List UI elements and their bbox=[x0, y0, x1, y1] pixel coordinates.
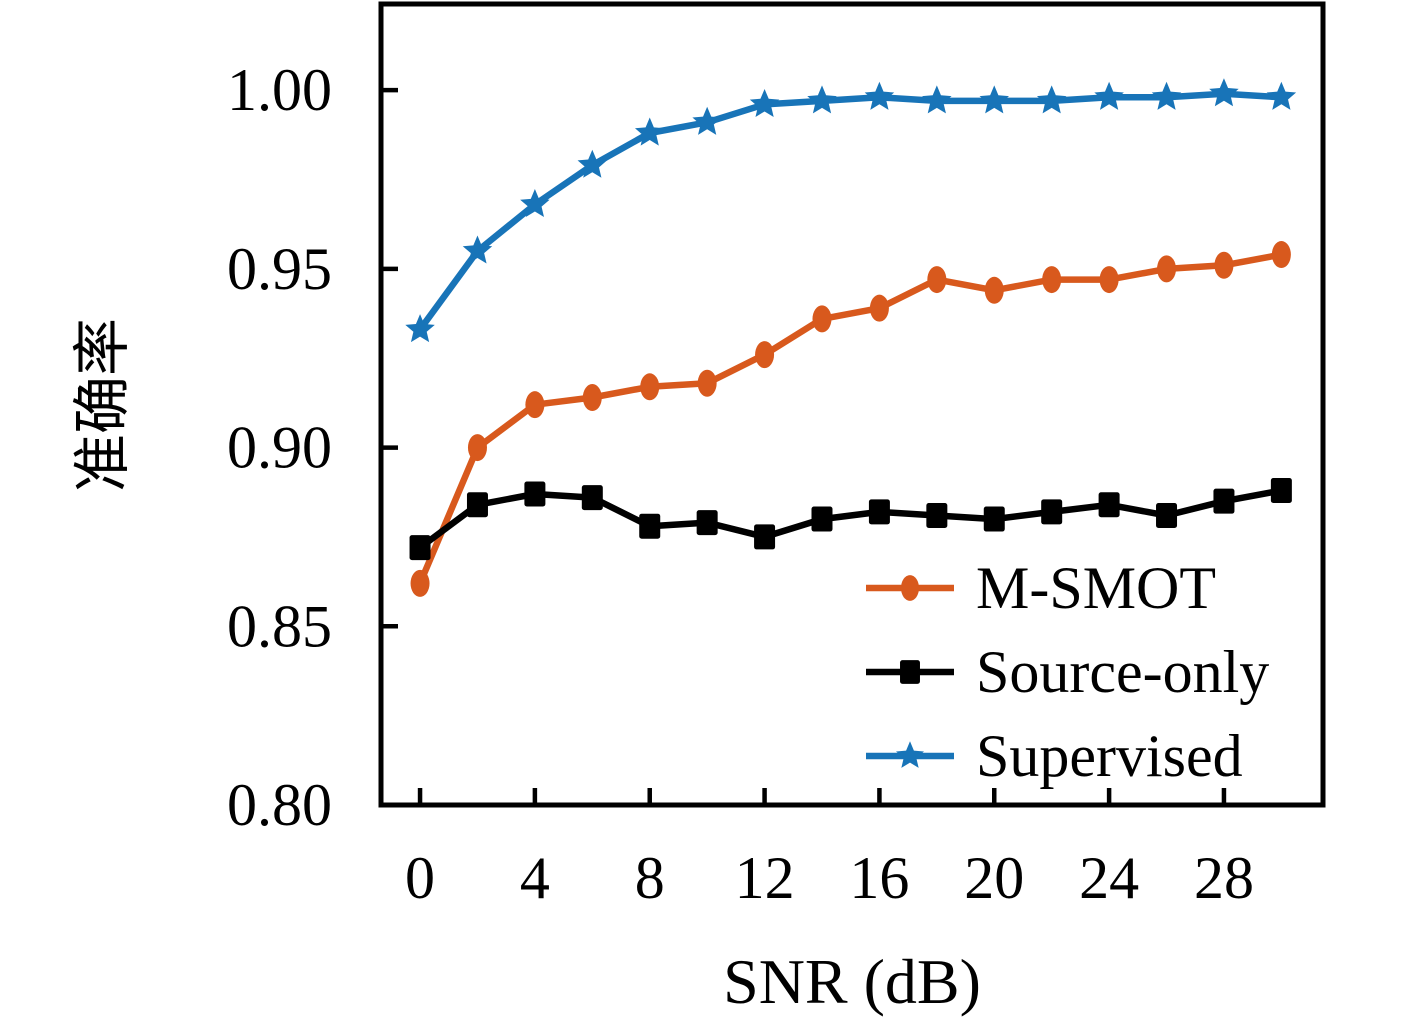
data-point-marker bbox=[984, 276, 1004, 304]
data-point-marker bbox=[405, 314, 435, 343]
data-point-marker bbox=[467, 434, 487, 462]
x-axis-label: SNR (dB) bbox=[723, 946, 981, 1017]
data-point-marker bbox=[409, 535, 431, 561]
data-point-marker bbox=[696, 510, 718, 536]
plot-border bbox=[378, 1, 1326, 808]
x-tick-label: 0 bbox=[405, 845, 435, 911]
data-point-marker bbox=[1213, 488, 1235, 514]
data-point-marker bbox=[692, 106, 722, 135]
y-axis-label: 准确率 bbox=[70, 318, 135, 492]
series-line-source-only bbox=[418, 487, 1282, 551]
data-point-marker bbox=[581, 485, 603, 511]
legend: M-SMOT Source-only Supervised bbox=[866, 555, 1269, 789]
data-point-marker bbox=[1156, 502, 1178, 528]
data-point-marker bbox=[462, 235, 493, 264]
x-tick-label: 4 bbox=[520, 845, 550, 911]
data-point-marker bbox=[1151, 81, 1182, 110]
series-line-m-smot bbox=[417, 251, 1282, 585]
data-point-marker bbox=[749, 88, 780, 117]
data-point-marker bbox=[1270, 477, 1292, 503]
x-tick-label: 20 bbox=[964, 845, 1024, 911]
data-point-marker bbox=[812, 305, 832, 333]
data-point-marker bbox=[755, 341, 775, 369]
data-point-marker bbox=[697, 369, 717, 397]
data-point-marker bbox=[927, 266, 947, 294]
legend-entry-m-smot: M-SMOT bbox=[866, 555, 1216, 621]
data-point-marker bbox=[807, 85, 837, 114]
legend-label-m-smot: M-SMOT bbox=[976, 555, 1216, 621]
y-tick-label: 1.00 bbox=[227, 57, 332, 123]
data-point-marker bbox=[864, 81, 895, 110]
y-tick-label: 0.95 bbox=[227, 236, 332, 302]
y-tick-label: 0.85 bbox=[227, 593, 332, 659]
data-point-marker bbox=[1157, 255, 1177, 283]
data-point-marker bbox=[1098, 492, 1120, 518]
data-point-marker bbox=[869, 294, 889, 322]
series-source-only bbox=[409, 477, 1292, 561]
x-tick-label: 24 bbox=[1079, 845, 1139, 911]
x-tick-label: 8 bbox=[635, 845, 665, 911]
data-point-marker bbox=[1036, 85, 1067, 114]
y-tick-label: 0.80 bbox=[227, 772, 332, 838]
series-supervised bbox=[405, 78, 1297, 343]
x-tick-label: 28 bbox=[1194, 845, 1254, 911]
data-point-marker bbox=[1042, 266, 1062, 294]
data-point-marker bbox=[811, 506, 833, 532]
data-point-marker bbox=[900, 660, 920, 684]
data-point-marker bbox=[922, 85, 952, 114]
data-point-marker bbox=[640, 373, 660, 401]
data-point-marker bbox=[520, 189, 550, 218]
data-point-marker bbox=[868, 499, 890, 525]
data-point-marker bbox=[582, 384, 602, 412]
data-point-marker bbox=[900, 575, 920, 601]
x-axis-ticks bbox=[417, 788, 1227, 805]
series-m-smot bbox=[410, 241, 1291, 597]
x-tick-label: 16 bbox=[849, 845, 909, 911]
data-point-marker bbox=[525, 391, 545, 419]
data-point-marker bbox=[524, 481, 546, 507]
legend-label-source-only: Source-only bbox=[976, 639, 1269, 705]
x-tick-labels: 0 4 8 12 16 20 24 28 bbox=[405, 845, 1254, 911]
legend-label-supervised: Supervised bbox=[976, 723, 1243, 789]
y-tick-label: 0.90 bbox=[227, 415, 332, 481]
legend-entry-source-only: Source-only bbox=[866, 639, 1269, 705]
data-point-marker bbox=[1041, 499, 1063, 525]
data-point-marker bbox=[410, 569, 430, 597]
data-point-marker bbox=[926, 502, 948, 528]
data-point-marker bbox=[979, 85, 1009, 114]
legend-entry-supervised: Supervised bbox=[866, 723, 1243, 789]
data-point-marker bbox=[1209, 78, 1239, 107]
data-point-marker bbox=[639, 513, 661, 539]
data-point-marker bbox=[466, 492, 488, 518]
data-point-marker bbox=[1271, 241, 1291, 269]
data-point-marker bbox=[1214, 251, 1234, 279]
data-point-marker bbox=[1099, 266, 1119, 294]
data-point-marker bbox=[896, 741, 924, 768]
data-point-marker bbox=[634, 117, 665, 146]
data-point-marker bbox=[1094, 81, 1124, 110]
data-point-marker bbox=[983, 506, 1005, 532]
y-tick-labels: 0.80 0.85 0.90 0.95 1.00 bbox=[227, 57, 332, 838]
x-tick-label: 12 bbox=[735, 845, 795, 911]
y-axis-ticks bbox=[381, 87, 398, 808]
data-point-marker bbox=[1266, 81, 1297, 110]
series-line-supervised bbox=[417, 90, 1282, 332]
axes: 0 4 8 12 16 20 24 28 0.80 0.85 0.90 0.95 1.00 SNR (dB… bbox=[70, 57, 1254, 1017]
data-point-marker bbox=[577, 149, 608, 178]
data-point-marker bbox=[754, 524, 776, 550]
